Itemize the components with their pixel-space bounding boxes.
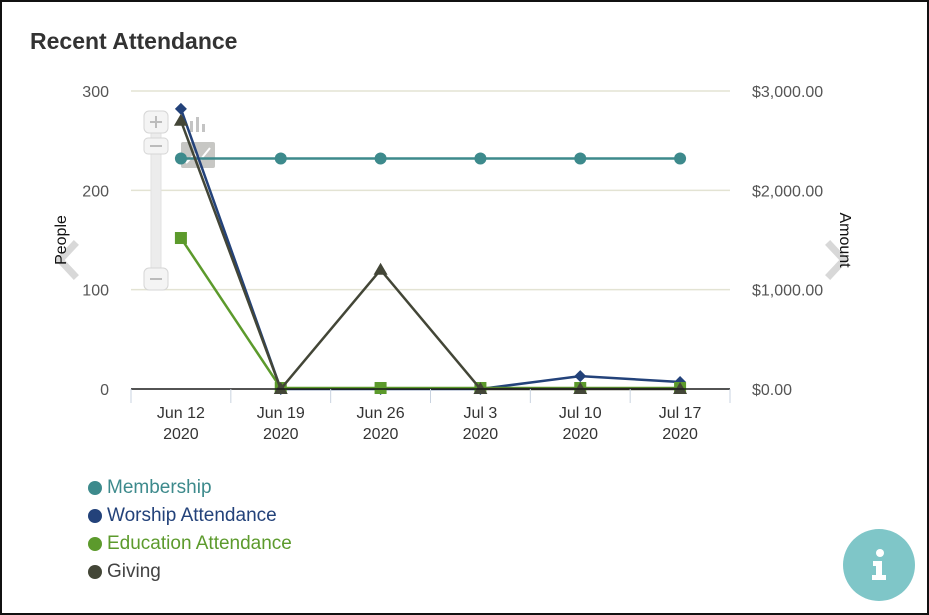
- minus-icon[interactable]: [143, 267, 169, 291]
- x-tick-label: Jul 17 2020: [659, 405, 702, 443]
- y-left-tick-label: 100: [82, 283, 109, 300]
- data-point[interactable]: [374, 382, 387, 395]
- legend-swatch: [88, 509, 102, 523]
- x-tick-label: Jun 26 2020: [357, 405, 405, 443]
- data-point[interactable]: [174, 102, 187, 115]
- y-left-tick-label: 300: [82, 84, 109, 101]
- x-tick-label: Jun 19 2020: [257, 405, 305, 443]
- y-right-axis-title: Amount: [836, 212, 853, 268]
- data-point[interactable]: [373, 262, 388, 275]
- legend-label: Worship Attendance: [107, 505, 277, 526]
- y-left-tick-label: 200: [82, 183, 109, 200]
- y-right-tick-label: $1,000.00: [752, 283, 823, 300]
- info-icon: [872, 549, 886, 580]
- series-line-worship-attendance: [179, 108, 681, 391]
- y-right-tick-label: $0.00: [752, 382, 792, 399]
- data-point[interactable]: [573, 382, 588, 394]
- chart-series: [173, 102, 688, 395]
- bar-chart-icon[interactable]: [190, 117, 205, 132]
- y-left-tick-label: 0: [100, 382, 109, 399]
- data-point[interactable]: [374, 152, 387, 165]
- data-point[interactable]: [174, 152, 187, 165]
- x-tick-label: Jun 12 2020: [157, 405, 205, 443]
- series-membership: [174, 152, 687, 165]
- legend-item-worship-attendance[interactable]: Worship Attendance: [88, 502, 292, 530]
- series-giving: [173, 113, 688, 394]
- data-point[interactable]: [174, 232, 187, 245]
- chevron-left-icon[interactable]: [55, 240, 79, 280]
- data-point[interactable]: [673, 382, 688, 394]
- data-point[interactable]: [273, 382, 288, 394]
- x-tick-label: Jul 3 2020: [463, 405, 499, 443]
- legend-label: Giving: [107, 561, 161, 582]
- data-point[interactable]: [574, 370, 587, 383]
- data-point[interactable]: [474, 152, 487, 165]
- legend-item-membership[interactable]: Membership: [88, 474, 292, 502]
- plus-icon[interactable]: [143, 110, 169, 134]
- data-point[interactable]: [574, 152, 587, 165]
- chart-axes: 0 100 200 300 $0.00 $1,000.00 $2,000.00 $3,000.…: [53, 84, 853, 443]
- data-point[interactable]: [173, 113, 188, 126]
- legend-label: Membership: [107, 477, 212, 498]
- zoom-handle[interactable]: [143, 137, 169, 155]
- data-point[interactable]: [674, 152, 687, 165]
- data-point[interactable]: [274, 152, 287, 165]
- info-button[interactable]: [843, 529, 915, 601]
- legend-label: Education Attendance: [107, 533, 292, 554]
- legend-swatch: [88, 537, 102, 551]
- legend-swatch: [88, 565, 102, 579]
- chart-legend: Membership Worship Attendance Education At…: [88, 474, 292, 586]
- y-right-tick-label: $3,000.00: [752, 84, 823, 101]
- series-worship-attendance: [174, 102, 687, 395]
- legend-swatch: [88, 481, 102, 495]
- legend-item-education-attendance[interactable]: Education Attendance: [88, 530, 292, 558]
- y-left-axis-title: People: [53, 215, 70, 265]
- y-right-tick-label: $2,000.00: [752, 183, 823, 200]
- chevron-right-icon[interactable]: [825, 240, 849, 280]
- legend-item-giving[interactable]: Giving: [88, 558, 292, 586]
- series-line-education-attendance: [179, 237, 681, 390]
- data-point[interactable]: [473, 382, 488, 394]
- widget-title: Recent Attendance: [30, 28, 238, 54]
- zoom-control: [143, 110, 215, 291]
- chart-grid: [131, 90, 730, 291]
- x-tick-label: Jul 10 2020: [559, 405, 602, 443]
